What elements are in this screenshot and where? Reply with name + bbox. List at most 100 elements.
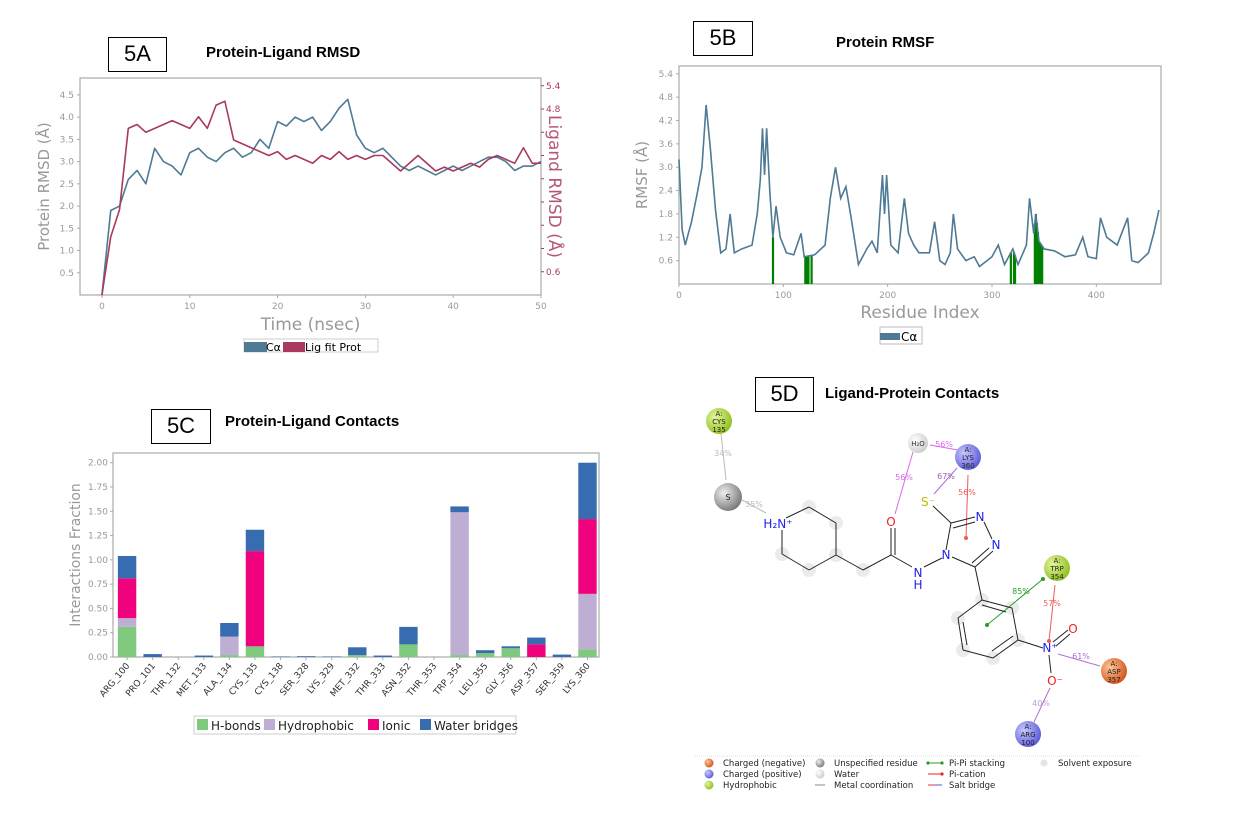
legend-label-5d: Unspecified residue bbox=[834, 759, 918, 769]
bar-h-bonds bbox=[117, 626, 137, 657]
pi-cation-centroid bbox=[1047, 639, 1051, 643]
residue-label: A: bbox=[964, 446, 971, 454]
y-tick-label-5a: 4.0 bbox=[60, 113, 75, 123]
legend-swatch-c-alpha bbox=[244, 342, 267, 352]
legend-label-h-bonds: H-bonds bbox=[211, 719, 261, 733]
x-tick-label-5a: 20 bbox=[272, 302, 284, 312]
legend-swatch-c-alpha-5b bbox=[880, 333, 900, 340]
interaction-percent: 85% bbox=[1012, 587, 1030, 596]
chemical-bond bbox=[974, 550, 994, 568]
pi-pi-stacking-line bbox=[986, 578, 1044, 626]
x-tick-label-5a: 0 bbox=[99, 302, 105, 312]
y-tick-label-5a: 1.5 bbox=[60, 224, 74, 234]
residue-label: 354 bbox=[1050, 573, 1064, 581]
residue-sphere bbox=[706, 408, 732, 434]
y-tick-label-5b: 1.2 bbox=[659, 233, 673, 243]
y-tick-label-5a: 3.5 bbox=[60, 135, 74, 145]
series-line-lig-fit-prot bbox=[101, 100, 541, 296]
chemical-bond bbox=[962, 649, 994, 659]
legend-label-c-alpha-5b: Cα bbox=[901, 330, 917, 344]
chemical-bond bbox=[952, 521, 976, 529]
y-tick-label-5b: 3.0 bbox=[659, 163, 674, 173]
residue-label: A: bbox=[1053, 557, 1060, 565]
legend-label-water-bridges: Water bridges bbox=[434, 719, 518, 733]
salt-bridge-line bbox=[1033, 687, 1051, 723]
legend-label-5d: Pi-cation bbox=[949, 770, 986, 780]
chemical-bond bbox=[991, 635, 1014, 652]
y-tick-label-5b: 1.8 bbox=[659, 210, 674, 220]
series-line-c-alpha-rmsf bbox=[678, 104, 1160, 268]
y-tick-label-5b: 3.6 bbox=[659, 140, 674, 150]
bar-water-bridges bbox=[245, 529, 265, 552]
plot-area-5b bbox=[678, 65, 1162, 285]
bar-hydrophobic bbox=[220, 636, 239, 656]
y-tick-label-5a: 1.0 bbox=[60, 247, 75, 257]
legend-swatch-lig-fit-prot bbox=[283, 342, 305, 352]
pi-cation-line bbox=[965, 474, 969, 539]
chemical-bond bbox=[981, 604, 1007, 613]
bar-water-bridges bbox=[450, 506, 469, 513]
bar-water-bridges bbox=[296, 656, 316, 657]
pi-cation-line bbox=[1048, 584, 1056, 642]
bar-water-bridges bbox=[143, 654, 162, 657]
interaction-percent: 56% bbox=[935, 440, 953, 449]
legend-label-5d: Salt bridge bbox=[949, 781, 995, 791]
y-tick-label-5c: 0.50 bbox=[88, 604, 108, 614]
residue-label: A: bbox=[1110, 660, 1117, 668]
y-tick-label-5b: 5.4 bbox=[659, 70, 674, 80]
atom-triazole-nitrogen: N bbox=[992, 538, 1001, 552]
bar-water-bridges bbox=[373, 655, 393, 657]
salt-bridge-line bbox=[1057, 653, 1101, 667]
water-sphere bbox=[908, 433, 928, 453]
series-line-c-alpha bbox=[101, 98, 542, 296]
chemical-bond bbox=[983, 521, 993, 540]
legend-swatch-ionic bbox=[368, 719, 379, 730]
x-axis-label-5a: Time (nsec) bbox=[260, 315, 361, 335]
water-label: H₂O bbox=[911, 440, 925, 448]
y-axis-label-5b: RMSF (Å) bbox=[632, 141, 651, 209]
ligand-contact-bar bbox=[1041, 245, 1044, 284]
interaction-percent: 56% bbox=[958, 488, 976, 497]
atom-nitro-oxygen-minus: O⁻ bbox=[1047, 674, 1063, 688]
legend-swatch-hydrophobic bbox=[264, 719, 275, 730]
atom-thiolate-sulfur: S⁻ bbox=[921, 495, 935, 509]
x-tick-label-5a: 30 bbox=[360, 302, 372, 312]
panel-label-5d: 5D bbox=[755, 377, 814, 412]
interaction-percent: 56% bbox=[895, 473, 913, 482]
chemical-bond bbox=[808, 506, 837, 524]
dot-icon bbox=[940, 761, 944, 765]
y-tick-label-5b: 0.6 bbox=[659, 257, 674, 267]
residue-label: 360 bbox=[961, 462, 974, 470]
chemical-bond bbox=[890, 554, 913, 568]
residue-label: ASP bbox=[1107, 668, 1120, 676]
x-tick-label-5a: 10 bbox=[184, 302, 196, 312]
y-tick-label-5a: 2.0 bbox=[60, 202, 75, 212]
gray-halo-icon bbox=[1040, 759, 1048, 767]
ligand-contact-bar bbox=[1009, 252, 1012, 284]
bar-ionic bbox=[117, 578, 137, 619]
atom-nitro-oxygen: O bbox=[1068, 622, 1077, 636]
interaction-percent: 67% bbox=[937, 472, 955, 481]
water-hbond-line bbox=[929, 444, 959, 451]
bar-h-bonds bbox=[220, 655, 239, 657]
ligand-contact-bar bbox=[810, 255, 813, 284]
x-tick-label-5b: 100 bbox=[775, 291, 792, 301]
bar-water-bridges bbox=[475, 650, 495, 654]
ligand-contact-bar bbox=[771, 237, 775, 284]
legend-swatch-water-bridges bbox=[420, 719, 431, 730]
bar-h-bonds bbox=[399, 644, 418, 657]
chemical-bond bbox=[1048, 654, 1052, 674]
y-tick-label-5c: 1.25 bbox=[88, 532, 108, 542]
legend-label-5d: Hydrophobic bbox=[723, 781, 777, 791]
legend-label-hydrophobic: Hydrophobic bbox=[278, 719, 354, 733]
y-tick-label-5b: 4.8 bbox=[659, 93, 674, 103]
chemical-bond bbox=[945, 522, 952, 551]
chart-title-5c: Protein-Ligand Contacts bbox=[225, 413, 400, 430]
unspecified-residue-sphere bbox=[714, 483, 742, 511]
y-tick-label-5c: 1.50 bbox=[88, 507, 108, 517]
dot-icon bbox=[940, 772, 944, 776]
bar-h-bonds bbox=[475, 653, 495, 657]
legend-label-5d: Water bbox=[834, 770, 860, 780]
